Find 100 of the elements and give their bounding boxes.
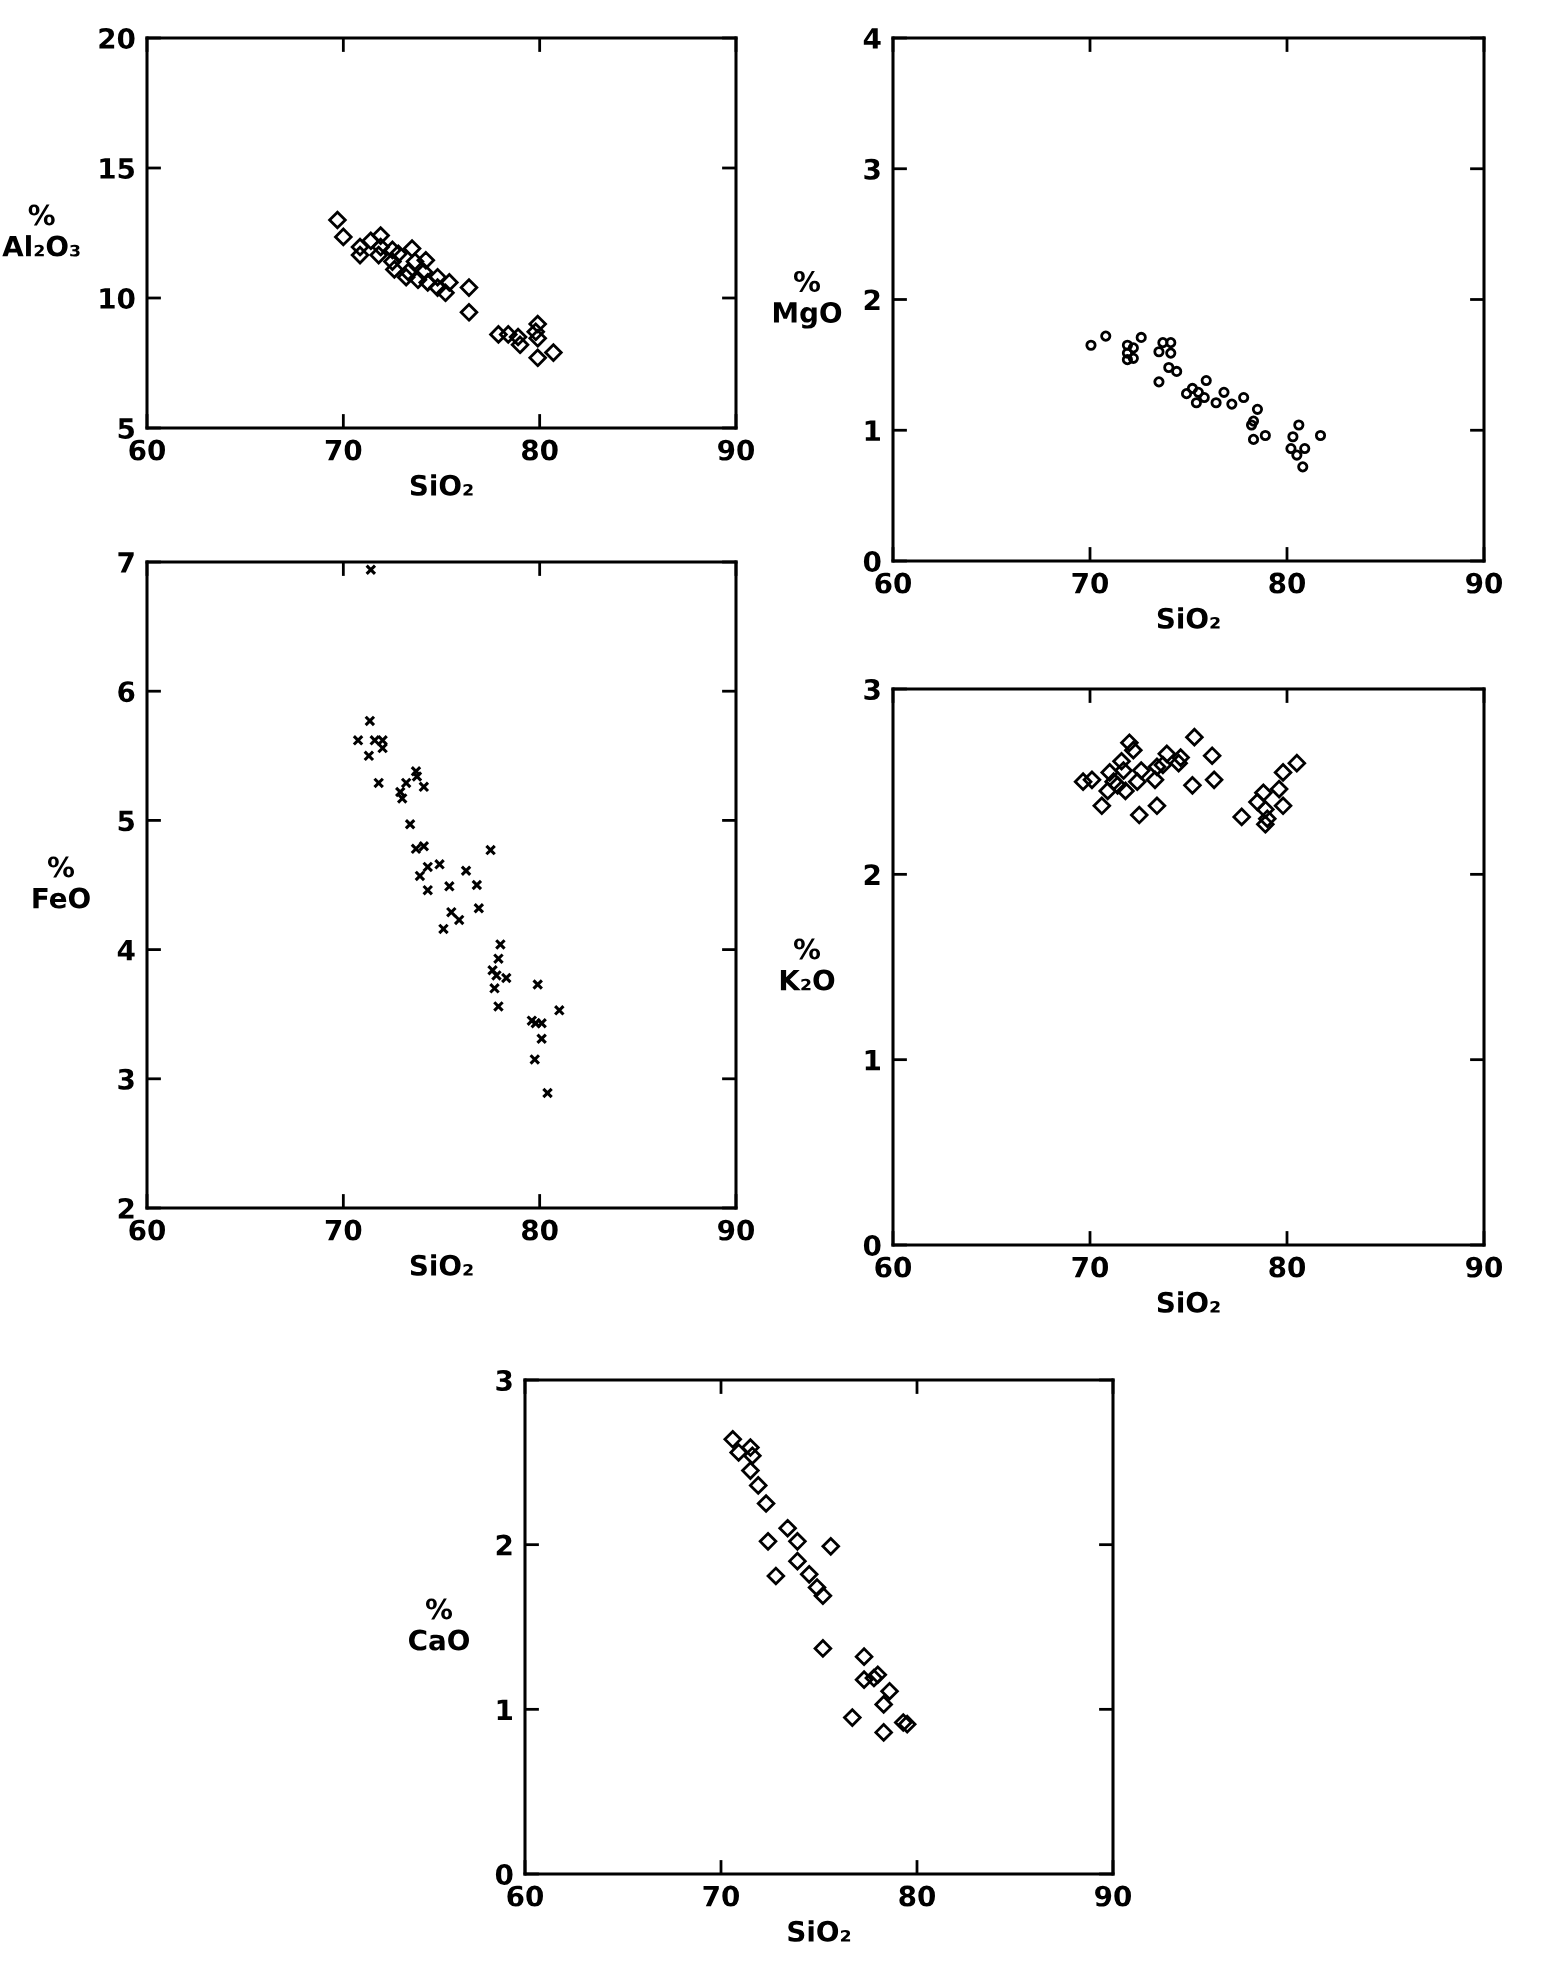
point <box>1269 779 1289 799</box>
point <box>1157 744 1177 764</box>
point <box>1238 392 1250 404</box>
point <box>418 781 430 793</box>
x-tick-label: 90 <box>718 1219 754 1241</box>
y-tick-label: 3 <box>864 678 880 700</box>
y-axis-title: % K₂O <box>780 938 835 991</box>
point <box>363 750 375 762</box>
point <box>411 770 423 783</box>
x-tick-label: 60 <box>129 1219 165 1241</box>
x-axis-title: SiO₂ <box>1157 1291 1220 1313</box>
point <box>544 343 563 362</box>
point <box>1153 755 1173 775</box>
point <box>1116 781 1135 801</box>
y-axis-title: % Al₂O₃ <box>2 204 80 257</box>
point <box>743 1446 762 1465</box>
point <box>813 1586 833 1605</box>
point <box>1299 443 1311 455</box>
point <box>350 245 370 265</box>
point <box>528 348 547 368</box>
point <box>437 923 450 935</box>
point <box>404 818 416 830</box>
point <box>459 303 479 322</box>
point <box>1198 392 1210 404</box>
x-tick-label: 80 <box>522 1219 558 1241</box>
point <box>486 964 499 976</box>
point <box>1273 796 1293 816</box>
y-tick-label: 3 <box>864 158 880 180</box>
x-tick-label: 90 <box>1466 1256 1502 1278</box>
point <box>1258 809 1277 828</box>
point <box>1165 347 1177 359</box>
y-tick-label: 5 <box>118 418 134 439</box>
point <box>372 777 385 789</box>
y-axis-title: % CaO <box>409 1598 469 1651</box>
point <box>532 978 544 991</box>
x-axis-title: SiO₂ <box>788 1920 851 1942</box>
point <box>1157 337 1169 349</box>
point <box>473 902 485 914</box>
y-tick-label: 7 <box>118 552 134 573</box>
point <box>799 1565 819 1584</box>
point <box>729 1443 748 1462</box>
point <box>510 335 530 355</box>
point <box>453 914 465 926</box>
y-tick-label: 10 <box>100 287 135 309</box>
point <box>541 1087 554 1099</box>
point <box>1248 792 1267 812</box>
point <box>1147 757 1167 777</box>
point <box>352 734 364 746</box>
point <box>854 1670 874 1689</box>
y-tick-label: 0 <box>863 1234 881 1256</box>
x-tick-label: 70 <box>1072 572 1108 594</box>
point <box>880 1681 899 1701</box>
x-tick-label: 90 <box>1095 1885 1131 1907</box>
point <box>436 283 455 303</box>
point <box>1128 772 1147 791</box>
point <box>1185 727 1204 747</box>
point <box>460 865 472 877</box>
point <box>874 1695 893 1714</box>
x-tick-label: 70 <box>1072 1256 1108 1278</box>
point <box>1183 776 1202 795</box>
point <box>1127 342 1139 354</box>
point <box>1120 733 1139 752</box>
point <box>1114 761 1133 780</box>
point <box>364 715 376 727</box>
point <box>371 226 390 245</box>
point <box>1254 783 1273 803</box>
point <box>365 564 377 576</box>
point <box>526 322 545 342</box>
x-axis-title: SiO₂ <box>410 1254 473 1276</box>
y-tick-label: 3 <box>118 1068 134 1090</box>
point <box>1192 386 1204 398</box>
y-tick-label: 4 <box>117 939 135 961</box>
y-axis-title: % FeO <box>33 856 90 909</box>
point <box>1130 805 1149 825</box>
point <box>756 1494 776 1513</box>
point <box>471 879 483 891</box>
point <box>445 906 458 918</box>
point <box>1147 796 1167 816</box>
point <box>396 267 416 287</box>
point <box>416 251 436 270</box>
point <box>1202 746 1222 765</box>
point <box>1293 419 1305 431</box>
point <box>807 1578 827 1597</box>
point <box>1124 740 1143 760</box>
point <box>1073 772 1093 791</box>
point <box>1135 331 1147 343</box>
point <box>1190 397 1202 409</box>
point <box>499 325 518 344</box>
point <box>1273 763 1293 782</box>
point <box>535 1033 548 1045</box>
point <box>1297 461 1309 473</box>
point <box>813 1639 833 1658</box>
point <box>1100 330 1112 342</box>
point <box>778 1518 797 1538</box>
point <box>1085 339 1097 351</box>
point <box>1287 431 1299 443</box>
point <box>1100 763 1119 782</box>
point <box>383 240 402 260</box>
x-axis-title: SiO₂ <box>410 474 473 496</box>
point <box>1247 415 1260 427</box>
